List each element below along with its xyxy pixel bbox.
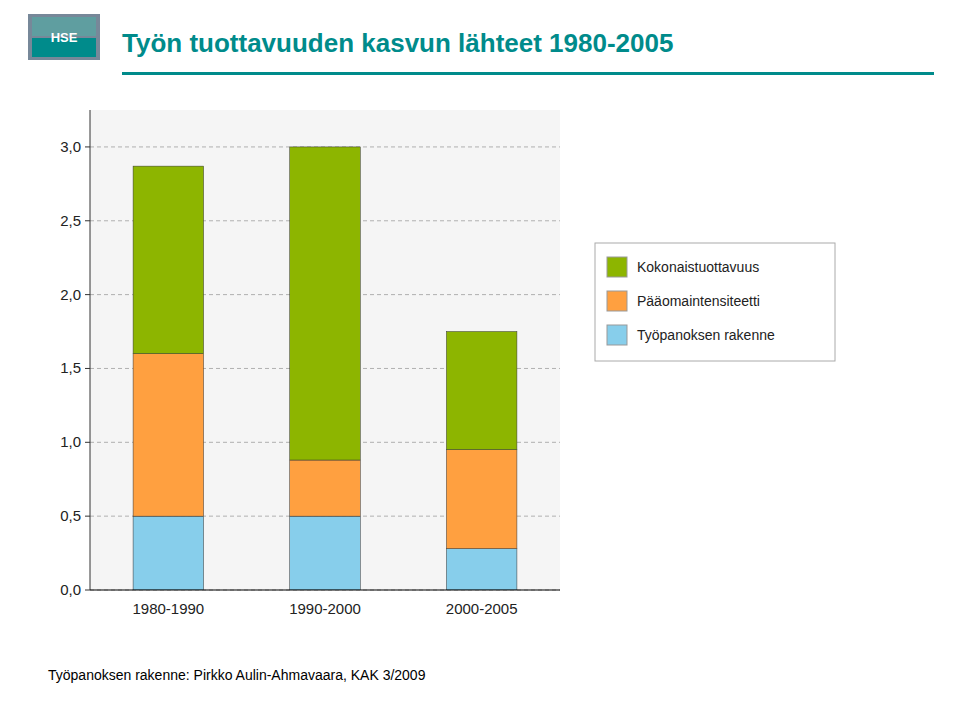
y-tick	[85, 146, 90, 147]
bar-segment	[290, 147, 361, 460]
logo-bg	[28, 14, 100, 60]
bar-segment	[446, 332, 516, 450]
legend-swatch	[607, 325, 627, 345]
legend-label: Työpanoksen rakenne	[637, 327, 775, 343]
y-tick	[85, 590, 90, 591]
y-tick-label: 2,0	[60, 286, 81, 303]
chart-container: HSE Työn tuottavuuden kasvun lähteet 1980…	[0, 0, 960, 707]
y-tick-label: 2,5	[60, 212, 81, 229]
x-tick-label: 1990-2000	[289, 600, 361, 617]
y-tick	[85, 442, 90, 443]
y-tick-label: 1,0	[60, 433, 81, 450]
legend-swatch	[607, 291, 627, 311]
x-axis: 1980-1990 1990-2000 2000-2005	[90, 590, 560, 617]
y-tick	[85, 294, 90, 295]
y-tick-label: 0,5	[60, 507, 81, 524]
y-tick	[85, 368, 90, 369]
legend-label: Kokonaistuottavuus	[637, 259, 759, 275]
bar-segment	[290, 460, 361, 516]
y-tick-label: 3,0	[60, 138, 81, 155]
y-tick-label: 0,0	[60, 581, 81, 598]
chart-svg: HSE Työn tuottavuuden kasvun lähteet 1980…	[0, 0, 960, 707]
grid-line	[90, 590, 560, 591]
series-2	[133, 147, 517, 460]
x-axis-line	[90, 590, 560, 591]
legend-label: Pääomaintensiteetti	[637, 293, 760, 309]
y-tick	[85, 220, 90, 221]
bars	[133, 147, 517, 590]
logo: HSE	[28, 14, 100, 60]
legend-frame	[595, 243, 835, 361]
plot-background	[90, 110, 560, 590]
x-tick-label: 1980-1990	[132, 600, 204, 617]
y-grid	[90, 147, 560, 590]
y-axis: 0,0 0,5 1,0 1,5 2,0 2,5 3,0	[60, 110, 90, 598]
bar-segment	[133, 516, 204, 590]
bar-segment	[290, 516, 361, 590]
footer: Työpanoksen rakenne: Pirkko Aulin-Ahmava…	[48, 667, 426, 683]
legend: Kokonaistuottavuus Pääomaintensiteetti Työ…	[595, 243, 835, 361]
bar-segment	[446, 549, 516, 590]
legend-swatch	[607, 257, 627, 277]
logo-text: HSE	[51, 30, 78, 45]
y-tick-label: 1,5	[60, 359, 81, 376]
title: Työn tuottavuuden kasvun lähteet 1980-20…	[122, 28, 673, 58]
x-tick-label: 2000-2005	[446, 600, 518, 617]
y-tick	[85, 516, 90, 517]
bar-segment	[133, 166, 204, 354]
bar-segment	[446, 450, 516, 549]
y-axis-line	[90, 110, 91, 590]
separator	[122, 72, 934, 75]
bar-segment	[133, 354, 204, 516]
